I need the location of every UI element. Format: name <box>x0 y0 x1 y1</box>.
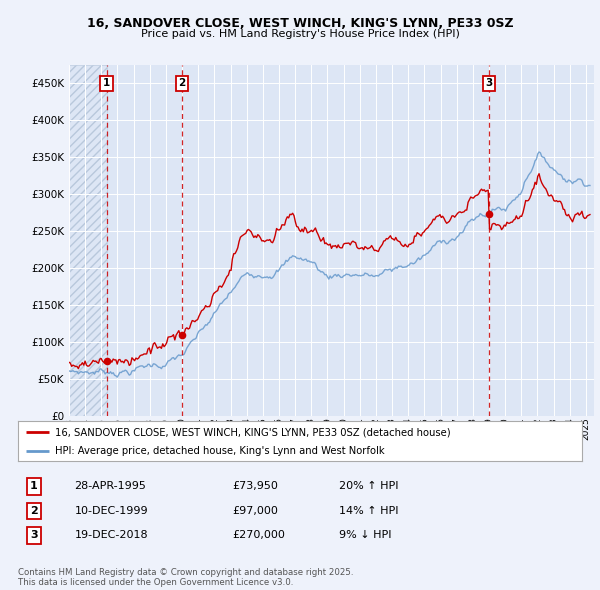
Text: 19-DEC-2018: 19-DEC-2018 <box>74 530 148 540</box>
Text: 10-DEC-1999: 10-DEC-1999 <box>74 506 148 516</box>
Text: 1: 1 <box>30 481 38 491</box>
Text: £97,000: £97,000 <box>232 506 278 516</box>
Text: 9% ↓ HPI: 9% ↓ HPI <box>340 530 392 540</box>
Text: 28-APR-1995: 28-APR-1995 <box>74 481 146 491</box>
Text: 2: 2 <box>178 78 186 88</box>
Text: £73,950: £73,950 <box>232 481 278 491</box>
Text: Contains HM Land Registry data © Crown copyright and database right 2025.
This d: Contains HM Land Registry data © Crown c… <box>18 568 353 587</box>
Text: 3: 3 <box>485 78 493 88</box>
Text: 14% ↑ HPI: 14% ↑ HPI <box>340 506 399 516</box>
Text: 2: 2 <box>30 506 38 516</box>
Text: HPI: Average price, detached house, King's Lynn and West Norfolk: HPI: Average price, detached house, King… <box>55 445 384 455</box>
Text: 1: 1 <box>103 78 110 88</box>
Text: 3: 3 <box>30 530 38 540</box>
Text: Price paid vs. HM Land Registry's House Price Index (HPI): Price paid vs. HM Land Registry's House … <box>140 30 460 39</box>
Text: 16, SANDOVER CLOSE, WEST WINCH, KING'S LYNN, PE33 0SZ (detached house): 16, SANDOVER CLOSE, WEST WINCH, KING'S L… <box>55 427 450 437</box>
Text: £270,000: £270,000 <box>232 530 285 540</box>
Text: 20% ↑ HPI: 20% ↑ HPI <box>340 481 399 491</box>
Text: 16, SANDOVER CLOSE, WEST WINCH, KING'S LYNN, PE33 0SZ: 16, SANDOVER CLOSE, WEST WINCH, KING'S L… <box>86 17 514 30</box>
